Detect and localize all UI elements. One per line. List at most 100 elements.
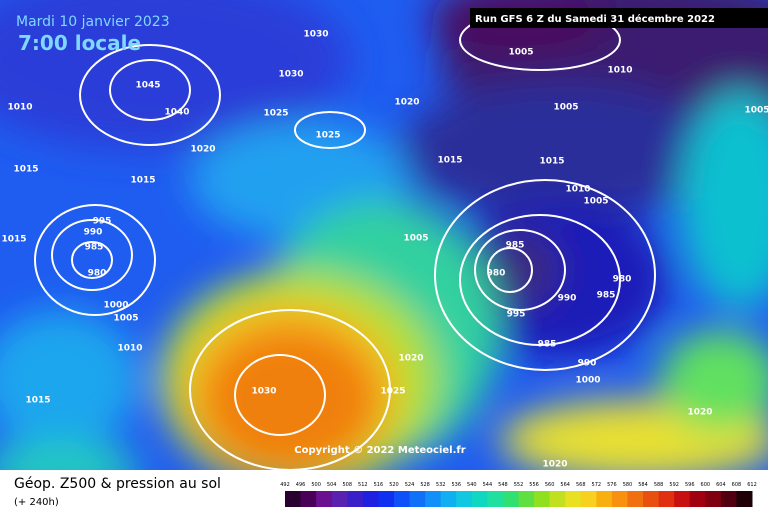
isobar-label: 1015	[130, 176, 155, 186]
legend-label: 604	[716, 482, 726, 488]
isobar-label: 1015	[437, 156, 462, 166]
legend-swatch	[518, 491, 535, 507]
legend-label: 512	[358, 482, 368, 488]
isobar-label: 985	[506, 241, 525, 251]
legend-label: 516	[374, 482, 384, 488]
legend-swatch	[736, 491, 753, 507]
legend-swatch	[331, 491, 348, 507]
isobars	[34, 9, 656, 470]
isobar-label: 1025	[263, 109, 288, 119]
legend-label: 588	[654, 482, 664, 488]
legend-label: 544	[483, 482, 493, 488]
legend-swatch	[285, 491, 302, 507]
legend-label: 600	[701, 482, 711, 488]
legend-label: 540	[467, 482, 477, 488]
legend-label: 596	[685, 482, 695, 488]
legend-label: 524	[405, 482, 415, 488]
legend-swatch	[658, 491, 675, 507]
isobar-label: 980	[88, 269, 107, 279]
isobar-label: 1045	[135, 81, 160, 91]
isobar-label: 990	[84, 228, 103, 238]
isobar-label: 1020	[190, 145, 215, 155]
isobar-label: 1020	[398, 354, 423, 364]
legend-label: 500	[311, 482, 321, 488]
isobar-label: 1030	[251, 387, 276, 397]
legend-swatch	[456, 491, 473, 507]
legend-swatch	[471, 491, 488, 507]
legend-label: 560	[545, 482, 555, 488]
isobar-label: 1005	[553, 103, 578, 113]
isobar-label: 1040	[164, 108, 189, 118]
legend-label: 564	[560, 482, 570, 488]
isobar-label: 1005	[744, 106, 768, 116]
isobar-label: 1010	[607, 66, 632, 76]
legend-swatch	[705, 491, 722, 507]
legend-swatch	[580, 491, 597, 507]
legend-label: 492	[280, 482, 290, 488]
legend-swatch	[487, 491, 504, 507]
isobar-label: 1020	[542, 460, 567, 470]
isobar-label: 1005	[583, 197, 608, 207]
legend-label: 536	[451, 482, 461, 488]
isobar-label: 1030	[303, 30, 328, 40]
isobar-label: 995	[93, 217, 112, 227]
isobar-label: 1015	[1, 235, 26, 245]
isobar-label: 1005	[508, 48, 533, 58]
legend-swatch	[300, 491, 317, 507]
legend-label: 552	[514, 482, 524, 488]
legend-swatch	[409, 491, 426, 507]
legend-swatch	[378, 491, 395, 507]
isobar-label: 1000	[575, 376, 600, 386]
isobar-label: 1025	[380, 387, 405, 397]
legend-label: 508	[342, 482, 352, 488]
isobar-label: 990	[558, 294, 577, 304]
isobar-label: 1015	[25, 396, 50, 406]
field	[0, 0, 768, 470]
legend-swatch	[347, 491, 364, 507]
isobar-label: 980	[613, 275, 632, 285]
isobar-label: 995	[507, 310, 526, 320]
isobar-label: 1010	[7, 103, 32, 113]
isobar-label: 1010	[117, 344, 142, 354]
legend-swatch	[440, 491, 457, 507]
legend-swatch	[611, 491, 628, 507]
legend-swatch	[425, 491, 442, 507]
isobar-label: 1020	[394, 98, 419, 108]
isobar-label: 1025	[315, 131, 340, 141]
legend-label: 496	[296, 482, 306, 488]
copyright: Copyright © 2022 Meteociel.fr	[294, 445, 465, 456]
legend-swatch	[565, 491, 582, 507]
legend-label: 608	[732, 482, 742, 488]
legend-swatch	[534, 491, 551, 507]
isobar-label: 985	[85, 243, 104, 253]
legend-swatch	[720, 491, 737, 507]
legend-label: 612	[747, 482, 757, 488]
legend-label: 520	[389, 482, 399, 488]
legend-label: 528	[420, 482, 430, 488]
isobar-label: 1010	[565, 185, 590, 195]
isobar-label: 985	[597, 291, 616, 301]
legend-swatch	[502, 491, 519, 507]
run-info: Run GFS 6 Z du Samedi 31 décembre 2022	[475, 13, 715, 25]
legend-label: 532	[436, 482, 446, 488]
isobar-label: 1015	[13, 165, 38, 175]
legend-label: 572	[592, 482, 602, 488]
isobar-label: 1005	[403, 234, 428, 244]
legend-label: 556	[529, 482, 539, 488]
legend-swatch	[393, 491, 411, 507]
legend-swatch	[596, 491, 613, 507]
legend-swatch	[689, 491, 706, 507]
legend-swatch	[549, 491, 566, 507]
legend-label: 568	[576, 482, 586, 488]
isobar-label: 1000	[103, 301, 128, 311]
isobar-label: 1015	[539, 157, 564, 167]
legend-swatch	[362, 491, 379, 507]
isobar-label: 985	[538, 340, 557, 350]
legend-label: 580	[623, 482, 633, 488]
legend: 492 496 500 504 508 512 516 520 524 528 532 536 540 5…	[280, 482, 757, 507]
legend-label: 548	[498, 482, 508, 488]
map-time: 7:00 locale	[18, 31, 141, 55]
legend-label: 504	[327, 482, 337, 488]
legend-swatch	[627, 491, 644, 507]
